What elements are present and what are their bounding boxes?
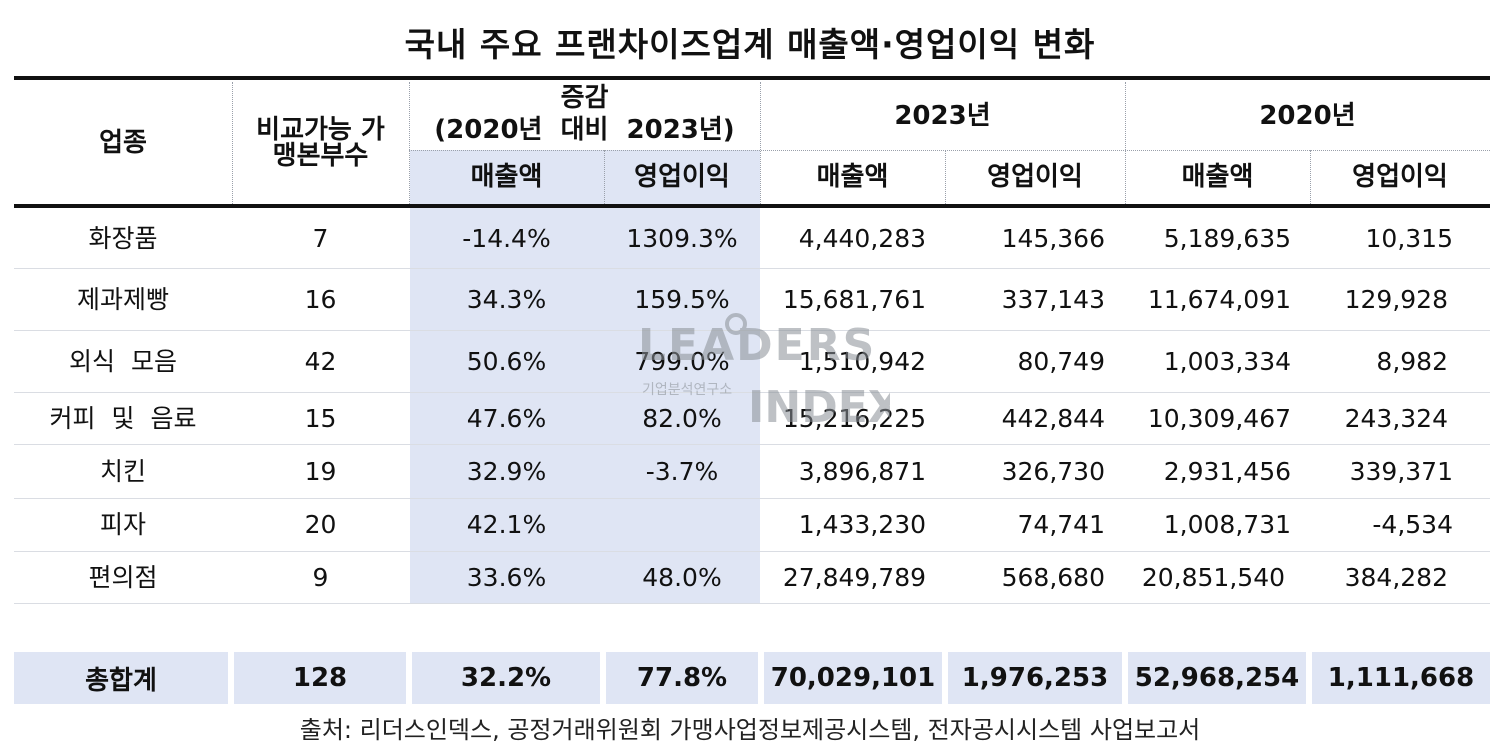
cell-industry: 피자 <box>99 510 146 539</box>
total-change-op-profit: 77.8% <box>606 652 758 704</box>
cell-2023-sales: 15,681,761 <box>782 284 926 314</box>
cell-brand-count: 16 <box>304 284 337 314</box>
cell-change-op-profit: 159.5% <box>634 284 730 314</box>
cell-2023-sales: 1,433,230 <box>798 510 926 539</box>
header-2020-sales: 매출액 <box>1181 162 1254 192</box>
cell-brand-count: 19 <box>304 456 337 486</box>
cell-industry: 외식 모음 <box>69 346 177 376</box>
cell-change-sales: 42.1% <box>466 510 547 539</box>
cell-change-op-profit <box>604 498 760 551</box>
cell-2023-op-profit: 74,741 <box>1017 510 1105 539</box>
cell-change-sales: 47.6% <box>466 403 547 433</box>
cell-2020-sales: 1,008,731 <box>1163 510 1291 539</box>
cell-2020-op-profit: 384,282 <box>1344 562 1448 592</box>
row-divider <box>14 392 1490 393</box>
cell-2020-sales: 2,931,456 <box>1163 456 1291 486</box>
header-change-sales: 매출액 <box>470 162 543 192</box>
cell-2023-sales: 1,510,942 <box>798 346 926 376</box>
cell-2023-op-profit: 145,366 <box>1001 223 1105 253</box>
cell-2023-op-profit: 442,844 <box>1001 403 1105 433</box>
cell-brand-count: 20 <box>304 510 337 539</box>
header-2023-sales: 매출액 <box>816 162 889 192</box>
cell-2020-op-profit: 339,371 <box>1349 456 1453 486</box>
total-2020-op-profit: 1,111,668 <box>1312 652 1490 704</box>
cell-2023-sales: 27,849,789 <box>782 562 926 592</box>
header-divider <box>1310 150 1311 204</box>
cell-industry: 편의점 <box>88 562 158 592</box>
header-divider <box>1125 82 1126 204</box>
cell-2020-op-profit: 10,315 <box>1365 223 1453 253</box>
cell-brand-count: 7 <box>312 223 329 253</box>
cell-change-sales: -14.4% <box>462 223 551 253</box>
cell-brand-count: 42 <box>304 346 337 376</box>
cell-2020-op-profit: -4,534 <box>1372 510 1453 539</box>
header-brand-count: 비교가능 가맹본부수 <box>256 115 385 171</box>
row-divider <box>14 551 1490 552</box>
header-divider <box>409 150 1490 151</box>
header-year-2023: 2023년 <box>894 101 991 131</box>
table-top-rule <box>14 76 1490 80</box>
page-title: 국내 주요 프랜차이즈업계 매출액·영업이익 변화 <box>404 25 1096 64</box>
cell-change-op-profit: -3.7% <box>645 456 719 486</box>
cell-brand-count: 15 <box>304 403 337 433</box>
cell-2020-sales: 5,189,635 <box>1163 223 1291 253</box>
header-divider <box>232 82 233 204</box>
change-columns-highlight <box>410 150 760 604</box>
cell-2023-sales: 15,216,225 <box>782 403 926 433</box>
header-divider <box>604 150 605 204</box>
total-label: 총합계 <box>14 652 228 704</box>
header-2020-op-profit: 영업이익 <box>1352 162 1448 192</box>
header-change-op-profit: 영업이익 <box>634 162 730 192</box>
cell-2020-op-profit: 8,982 <box>1376 346 1448 376</box>
cell-2020-sales: 11,674,091 <box>1147 284 1291 314</box>
cell-change-op-profit: 1309.3% <box>626 223 738 253</box>
header-divider <box>760 82 761 204</box>
header-2023-op-profit: 영업이익 <box>987 162 1083 192</box>
cell-2020-op-profit: 243,324 <box>1344 403 1448 433</box>
cell-change-sales: 33.6% <box>466 562 547 592</box>
source-note: 출처: 리더스인덱스, 공정거래위원회 가맹사업정보제공시스템, 전자공시시스템… <box>299 715 1201 744</box>
row-divider <box>14 444 1490 445</box>
total-2023-sales: 70,029,101 <box>764 652 942 704</box>
row-divider <box>14 603 1490 604</box>
header-change-line1: 증감 <box>560 83 609 113</box>
row-divider <box>14 268 1490 269</box>
cell-2023-sales: 4,440,283 <box>798 223 926 253</box>
cell-industry: 화장품 <box>88 223 158 253</box>
cell-change-sales: 50.6% <box>466 346 547 376</box>
total-2020-sales: 52,968,254 <box>1128 652 1306 704</box>
cell-brand-count: 9 <box>312 562 329 592</box>
cell-change-op-profit: 48.0% <box>642 562 722 592</box>
cell-2020-sales: 1,003,334 <box>1163 346 1291 376</box>
total-brand-count: 128 <box>234 652 406 704</box>
row-divider <box>14 330 1490 331</box>
cell-industry: 치킨 <box>99 456 146 486</box>
cell-2020-sales: 20,851,540 <box>1141 562 1285 592</box>
cell-industry: 커피 및 음료 <box>49 403 197 433</box>
header-change-line2: (2020년 대비 2023년) <box>434 115 735 145</box>
cell-change-op-profit: 82.0% <box>642 403 722 433</box>
cell-change-op-profit: 799.0% <box>634 346 730 376</box>
header-year-2020: 2020년 <box>1259 101 1356 131</box>
header-divider <box>409 82 410 204</box>
cell-2023-op-profit: 80,749 <box>1017 346 1105 376</box>
cell-2020-op-profit: 129,928 <box>1344 284 1448 314</box>
cell-industry: 제과제빵 <box>76 284 169 314</box>
cell-2020-sales: 10,309,467 <box>1147 403 1291 433</box>
cell-2023-sales: 3,896,871 <box>798 456 926 486</box>
cell-2023-op-profit: 337,143 <box>1001 284 1105 314</box>
header-industry: 업종 <box>99 128 147 158</box>
cell-2023-op-profit: 568,680 <box>1001 562 1105 592</box>
total-2023-op-profit: 1,976,253 <box>948 652 1122 704</box>
row-divider <box>14 498 1490 499</box>
total-change-sales: 32.2% <box>412 652 600 704</box>
header-divider <box>945 150 946 204</box>
header-bottom-rule <box>14 204 1490 208</box>
cell-2023-op-profit: 326,730 <box>1001 456 1105 486</box>
cell-change-sales: 34.3% <box>466 284 547 314</box>
cell-change-sales: 32.9% <box>466 456 547 486</box>
